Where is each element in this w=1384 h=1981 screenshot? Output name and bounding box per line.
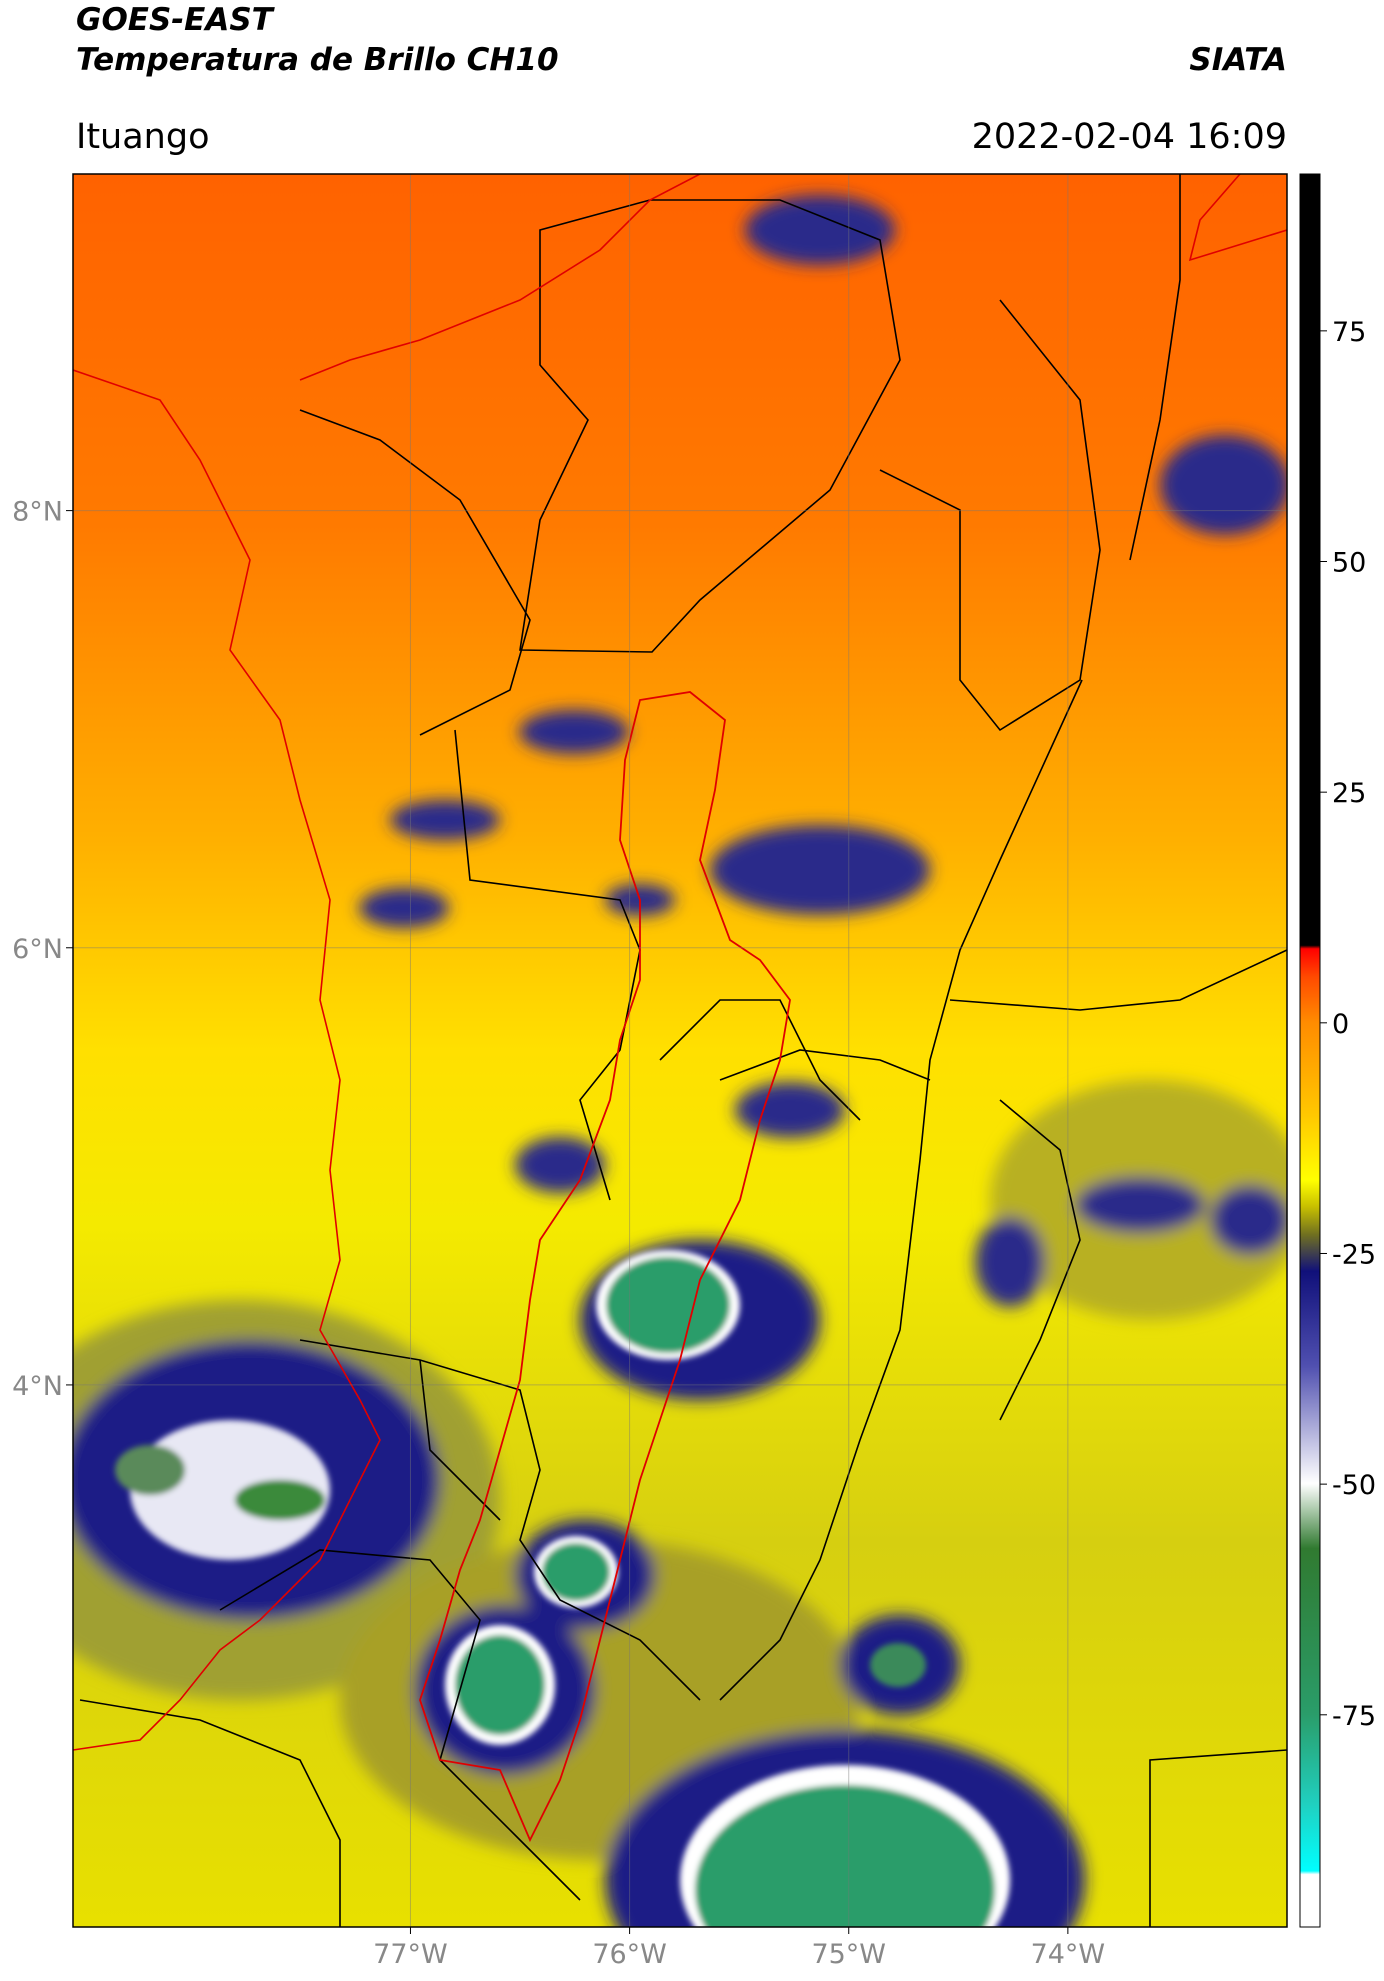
timestamp: 2022-02-04 16:09 [972,117,1287,157]
x-tick-label: 76°W [592,1939,667,1970]
y-tick-label: 8°N [12,497,63,528]
colorbar-tick-label: 0 [1332,1009,1349,1040]
colorbar-tick-label: -75 [1332,1701,1376,1732]
colorbar-tick-label: -25 [1332,1239,1376,1270]
ituango-region [419,691,791,1843]
cold-tops [115,1250,1010,1927]
y-tick-label: 4°N [12,1371,63,1402]
borders [79,174,1287,1927]
title: GOES-EAST [76,2,276,38]
colorbar [1299,173,1321,1928]
subtitle: Temperatura de Brillo CH10 [76,42,559,78]
satellite-image [73,174,1287,1927]
colorbar-tick-label: 50 [1332,548,1366,579]
colorbar-tick-label: 75 [1332,317,1366,348]
location: Ituango [76,117,210,157]
y-tick-label: 6°N [12,934,63,965]
x-tick-label: 75°W [811,1939,886,1970]
colorbar-tick-label: -50 [1332,1470,1376,1501]
source: SIATA [1189,42,1287,78]
map-frame [72,173,1288,1928]
coastline [73,174,1287,1751]
colorbar-tick-label: 25 [1332,778,1366,809]
x-tick-label: 77°W [373,1939,448,1970]
grid [73,174,1287,1927]
x-tick-label: 74°W [1031,1939,1106,1970]
